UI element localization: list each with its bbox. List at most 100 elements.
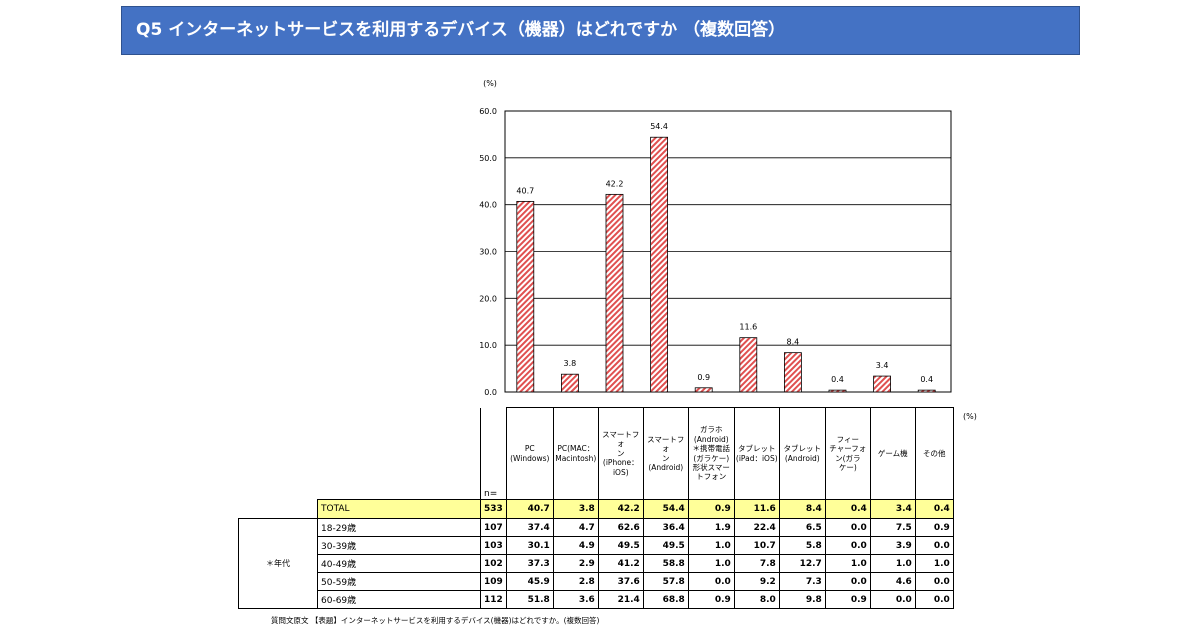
column-header-line: (ガラケー) [693, 453, 730, 463]
value-cell: 7.5 [869, 518, 916, 537]
value-cell: 21.4 [597, 590, 644, 609]
column-header-line: ＊携帯電話 [692, 444, 731, 454]
row-label: 18-29歳 [317, 518, 481, 537]
bar-value-label: 3.8 [564, 359, 577, 368]
column-header-line: フィー [836, 434, 859, 444]
column-header-line: ガラホ [700, 425, 723, 435]
row-label: 40-49歳 [317, 554, 481, 573]
table-header-row: n= PC (Windows) PC(MAC： Macintosh) スマートフォ ン(iP… [317, 407, 954, 500]
value-cell: 3.9 [869, 536, 916, 555]
value-cell: 0.0 [824, 536, 871, 555]
footnote: 質問文原文 【表題】インターネットサービスを利用するデバイス(機器)はどれですか… [271, 616, 600, 625]
value-cell: 68.8 [642, 590, 689, 609]
bar [784, 352, 802, 393]
value-cell: 9.2 [733, 572, 780, 591]
value-cell: 54.4 [642, 499, 689, 519]
value-cell: 7.3 [778, 572, 826, 591]
value-cell: 11.6 [733, 499, 780, 519]
column-header-line: ゲーム機 [877, 448, 908, 458]
value-cell: 4.9 [552, 536, 599, 555]
value-cell: 30.1 [505, 536, 554, 555]
bar-value-label: 42.2 [606, 179, 624, 188]
bar [516, 200, 535, 393]
age-group-label: ＊年代 [238, 518, 317, 609]
sample-size-cell: 112 [480, 590, 507, 609]
row-label: 30-39歳 [317, 536, 481, 555]
y-tick-label: 60.0 [479, 107, 497, 116]
value-cell: 0.0 [869, 590, 916, 609]
value-cell: 37.3 [505, 554, 554, 573]
column-header-line: PC(MAC： [557, 444, 595, 454]
value-cell: 62.6 [597, 518, 644, 537]
value-cell: 9.8 [778, 590, 826, 609]
chart-title-banner: Q5 インターネットサービスを利用するデバイス（機器）はどれですか （複数回答） [121, 6, 1080, 55]
value-cell: 7.8 [733, 554, 780, 573]
value-cell: 45.9 [505, 572, 554, 591]
column-header-line: iOS) [612, 467, 629, 477]
value-cell: 3.6 [552, 590, 599, 609]
column-header-line: Macintosh) [555, 453, 597, 463]
value-cell: 58.8 [642, 554, 689, 573]
bar [739, 337, 758, 393]
column-header: スマートフォ ン(iPhone： iOS) [597, 407, 644, 500]
value-cell: 0.0 [914, 590, 954, 609]
n-column-header: n= [480, 407, 507, 500]
chart-title: Q5 インターネットサービスを利用するデバイス（機器）はどれですか （複数回答） [136, 20, 786, 40]
column-header-line: PC [524, 444, 535, 454]
column-header-line: 形状スマー [692, 462, 730, 472]
column-header: タブレット (iPad：iOS) [733, 407, 780, 500]
value-cell: 0.9 [687, 590, 735, 609]
value-cell: 1.9 [687, 518, 735, 537]
table-row: 50-59歳 109 45.9 2.8 37.6 57.8 0.0 9.2 7.3 0.0 4.6 0… [317, 572, 954, 591]
value-cell: 42.2 [597, 499, 644, 519]
value-cell: 6.5 [778, 518, 826, 537]
sample-size-cell: 103 [480, 536, 507, 555]
bar-chart: (%) 0.010.020.030.040.050.060.0 40.73.84… [479, 79, 952, 397]
table-row: 40-49歳 102 37.3 2.9 41.2 58.8 1.0 7.8 12.7 1.0 1.0… [317, 554, 954, 573]
value-cell: 37.6 [597, 572, 644, 591]
value-cell: 5.8 [778, 536, 826, 555]
column-header: タブレット (Android) [778, 407, 826, 500]
value-cell: 8.0 [733, 590, 780, 609]
bar-value-label: 40.7 [516, 186, 534, 195]
value-cell: 0.0 [914, 572, 954, 591]
y-tick-label: 40.0 [479, 201, 497, 210]
column-header-line: (Windows) [510, 453, 550, 463]
table-row: 30-39歳 103 30.1 4.9 49.5 49.5 1.0 10.7 5.8 0.0 3.9… [317, 536, 954, 555]
bar [917, 389, 936, 393]
y-tick-label: 50.0 [479, 154, 497, 163]
bar [605, 193, 624, 393]
column-header: その他 [914, 407, 954, 500]
column-header-line: (Android) [784, 453, 820, 463]
value-cell: 0.9 [824, 590, 871, 609]
column-header-line: チャーフォ [829, 444, 867, 454]
column-header-line: スマートフォ [602, 430, 640, 449]
sample-size-cell: 102 [480, 554, 507, 573]
value-cell: 49.5 [642, 536, 689, 555]
bar [828, 389, 847, 393]
value-cell: 1.0 [687, 536, 735, 555]
column-header-line: スマートフォ [647, 434, 685, 454]
column-header: PC (Windows) [505, 407, 554, 500]
value-cell: 36.4 [642, 518, 689, 537]
bar [650, 136, 668, 393]
value-cell: 4.7 [552, 518, 599, 537]
column-header-line: ン(ガラ [835, 453, 861, 463]
column-header: フィー チャーフォ ン(ガラ ケー) [824, 407, 871, 500]
column-header-line: その他 [923, 448, 946, 458]
bar-value-label: 0.4 [920, 375, 933, 384]
table-unit-label: (%) [963, 412, 977, 421]
value-cell: 2.8 [552, 572, 599, 591]
value-cell: 40.7 [505, 499, 554, 519]
value-cell: 0.4 [824, 499, 871, 519]
column-header-line: ケー) [838, 462, 857, 472]
table-corner-blank [317, 407, 481, 500]
data-table: n= PC (Windows) PC(MAC： Macintosh) スマートフォ ン(iP… [317, 407, 954, 609]
sample-size-cell: 107 [480, 518, 507, 537]
column-header-line: (iPad：iOS) [735, 453, 778, 463]
value-cell: 4.6 [869, 572, 916, 591]
value-cell: 3.8 [552, 499, 599, 519]
row-label: 50-59歳 [317, 572, 481, 591]
bar [694, 387, 713, 393]
bar-value-label: 54.4 [650, 122, 668, 131]
